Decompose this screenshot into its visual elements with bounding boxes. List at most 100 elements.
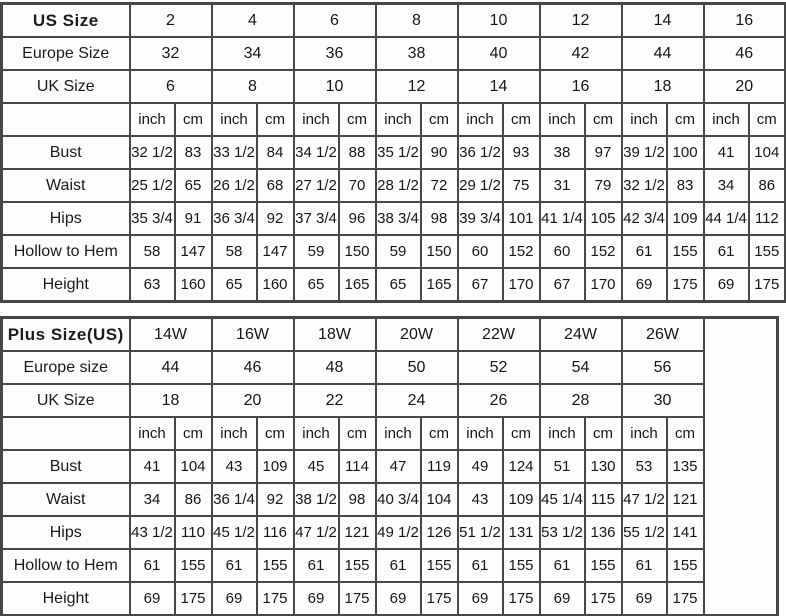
value-cell: 39 3/4: [456, 201, 504, 236]
value-cell: 112: [747, 201, 786, 236]
unit-inch-cell: inch: [128, 416, 176, 451]
unit-inch-cell: inch: [620, 102, 668, 137]
value-cell: 29 1/2: [456, 168, 504, 203]
size-cell: 16W: [210, 316, 295, 352]
size-cell: 14W: [128, 316, 213, 352]
value-cell: 83: [173, 135, 213, 170]
header-row: Plus Size(US) 14W 16W 18W 20W 22W 24W 26W: [0, 316, 779, 616]
size-cell: 44: [620, 36, 705, 71]
value-cell: 61: [210, 548, 258, 583]
value-cell: 33 1/2: [210, 135, 258, 170]
size-cell: 16: [702, 2, 786, 38]
value-cell: 109: [255, 449, 295, 484]
row-label-cell: US Size: [0, 2, 131, 38]
size-cell: 14: [456, 69, 541, 104]
unit-inch-cell: inch: [538, 416, 586, 451]
value-cell: 105: [583, 201, 623, 236]
value-cell: 109: [501, 482, 541, 517]
value-cell: 69: [538, 581, 586, 616]
unit-inch-cell: inch: [620, 416, 668, 451]
row-label-cell: Plus Size(US): [0, 316, 131, 352]
value-cell: 175: [501, 581, 541, 616]
size-cell: 6: [292, 2, 377, 38]
unit-cm-cell: cm: [665, 416, 705, 451]
measurement-row: Height 63 160 65 160 65 165 65 165 67 170 67 170 69 17…: [0, 267, 786, 303]
header-row: UK Size 6 8 10 12 14 16 18 20: [0, 69, 786, 104]
value-cell: 68: [255, 168, 295, 203]
value-cell: 104: [419, 482, 459, 517]
unit-inch-cell: inch: [210, 102, 258, 137]
size-cell: 44: [128, 350, 213, 385]
unit-inch-cell: inch: [210, 416, 258, 451]
value-cell: 65: [374, 267, 422, 303]
measurement-row: Hips 43 1/2 110 45 1/2 116 47 1/2 121 49 1/2 126…: [0, 515, 778, 550]
value-cell: 92: [255, 482, 295, 517]
value-cell: 124: [501, 449, 541, 484]
row-label-cell: Height: [0, 581, 131, 616]
row-label-cell: Hollow to Hem: [0, 234, 131, 269]
value-cell: 69: [210, 581, 258, 616]
value-cell: 136: [583, 515, 623, 550]
value-cell: 135: [665, 449, 705, 484]
unit-cm-cell: cm: [173, 416, 213, 451]
size-cell: 12: [374, 69, 459, 104]
value-cell: 63: [128, 267, 176, 303]
size-cell: 26W: [620, 316, 705, 352]
unit-cm-cell: cm: [419, 102, 459, 137]
measurement-row: Bust 32 1/2 83 33 1/2 84 34 1/2 88 35 1/2 90 36 1…: [0, 135, 786, 170]
value-cell: 150: [337, 234, 377, 269]
size-cell: 46: [702, 36, 786, 71]
value-cell: 115: [583, 482, 623, 517]
value-cell: 69: [620, 267, 668, 303]
value-cell: 39 1/2: [620, 135, 668, 170]
unit-cm-cell: cm: [747, 102, 786, 137]
size-cell: 56: [620, 350, 705, 385]
value-cell: 98: [419, 201, 459, 236]
value-cell: 93: [501, 135, 541, 170]
value-cell: 55 1/2: [620, 515, 668, 550]
size-cell: 24: [374, 383, 459, 418]
value-cell: 37 3/4: [292, 201, 340, 236]
value-cell: 175: [665, 267, 705, 303]
size-cell: 20: [210, 383, 295, 418]
size-cell: 8: [210, 69, 295, 104]
row-label-cell: Waist: [0, 168, 131, 203]
value-cell: 43: [210, 449, 258, 484]
size-cell: 2: [128, 2, 213, 38]
value-cell: 65: [210, 267, 258, 303]
value-cell: 84: [255, 135, 295, 170]
value-cell: 47 1/2: [620, 482, 668, 517]
value-cell: 147: [173, 234, 213, 269]
value-cell: 65: [292, 267, 340, 303]
value-cell: 58: [128, 234, 176, 269]
value-cell: 43: [456, 482, 504, 517]
value-cell: 67: [456, 267, 504, 303]
unit-cm-cell: cm: [173, 102, 213, 137]
value-cell: 175: [337, 581, 377, 616]
header-row: Europe size 44 46 48 50 52 54 56: [0, 350, 778, 385]
value-cell: 67: [538, 267, 586, 303]
value-cell: 59: [374, 234, 422, 269]
value-cell: 150: [419, 234, 459, 269]
value-cell: 147: [255, 234, 295, 269]
measurement-row: Hollow to Hem 58 147 58 147 59 150 59 150 60 152 60…: [0, 234, 786, 269]
measurement-row: Bust 41 104 43 109 45 114 47 119 49 124 51 130 53 135: [0, 449, 778, 484]
size-cell: 10: [456, 2, 541, 38]
row-label-cell: Bust: [0, 135, 131, 170]
value-cell: 92: [255, 201, 295, 236]
value-cell: 61: [620, 234, 668, 269]
size-cell: 46: [210, 350, 295, 385]
value-cell: 90: [419, 135, 459, 170]
value-cell: 86: [173, 482, 213, 517]
row-label-cell: [0, 416, 131, 451]
value-cell: 98: [337, 482, 377, 517]
value-cell: 38: [538, 135, 586, 170]
value-cell: 65: [173, 168, 213, 203]
value-cell: 170: [501, 267, 541, 303]
table-gap: [0, 303, 786, 316]
row-label-cell: Hips: [0, 201, 131, 236]
row-label-cell: [0, 102, 131, 137]
row-label-cell: Europe size: [0, 350, 131, 385]
value-cell: 51 1/2: [456, 515, 504, 550]
value-cell: 75: [501, 168, 541, 203]
